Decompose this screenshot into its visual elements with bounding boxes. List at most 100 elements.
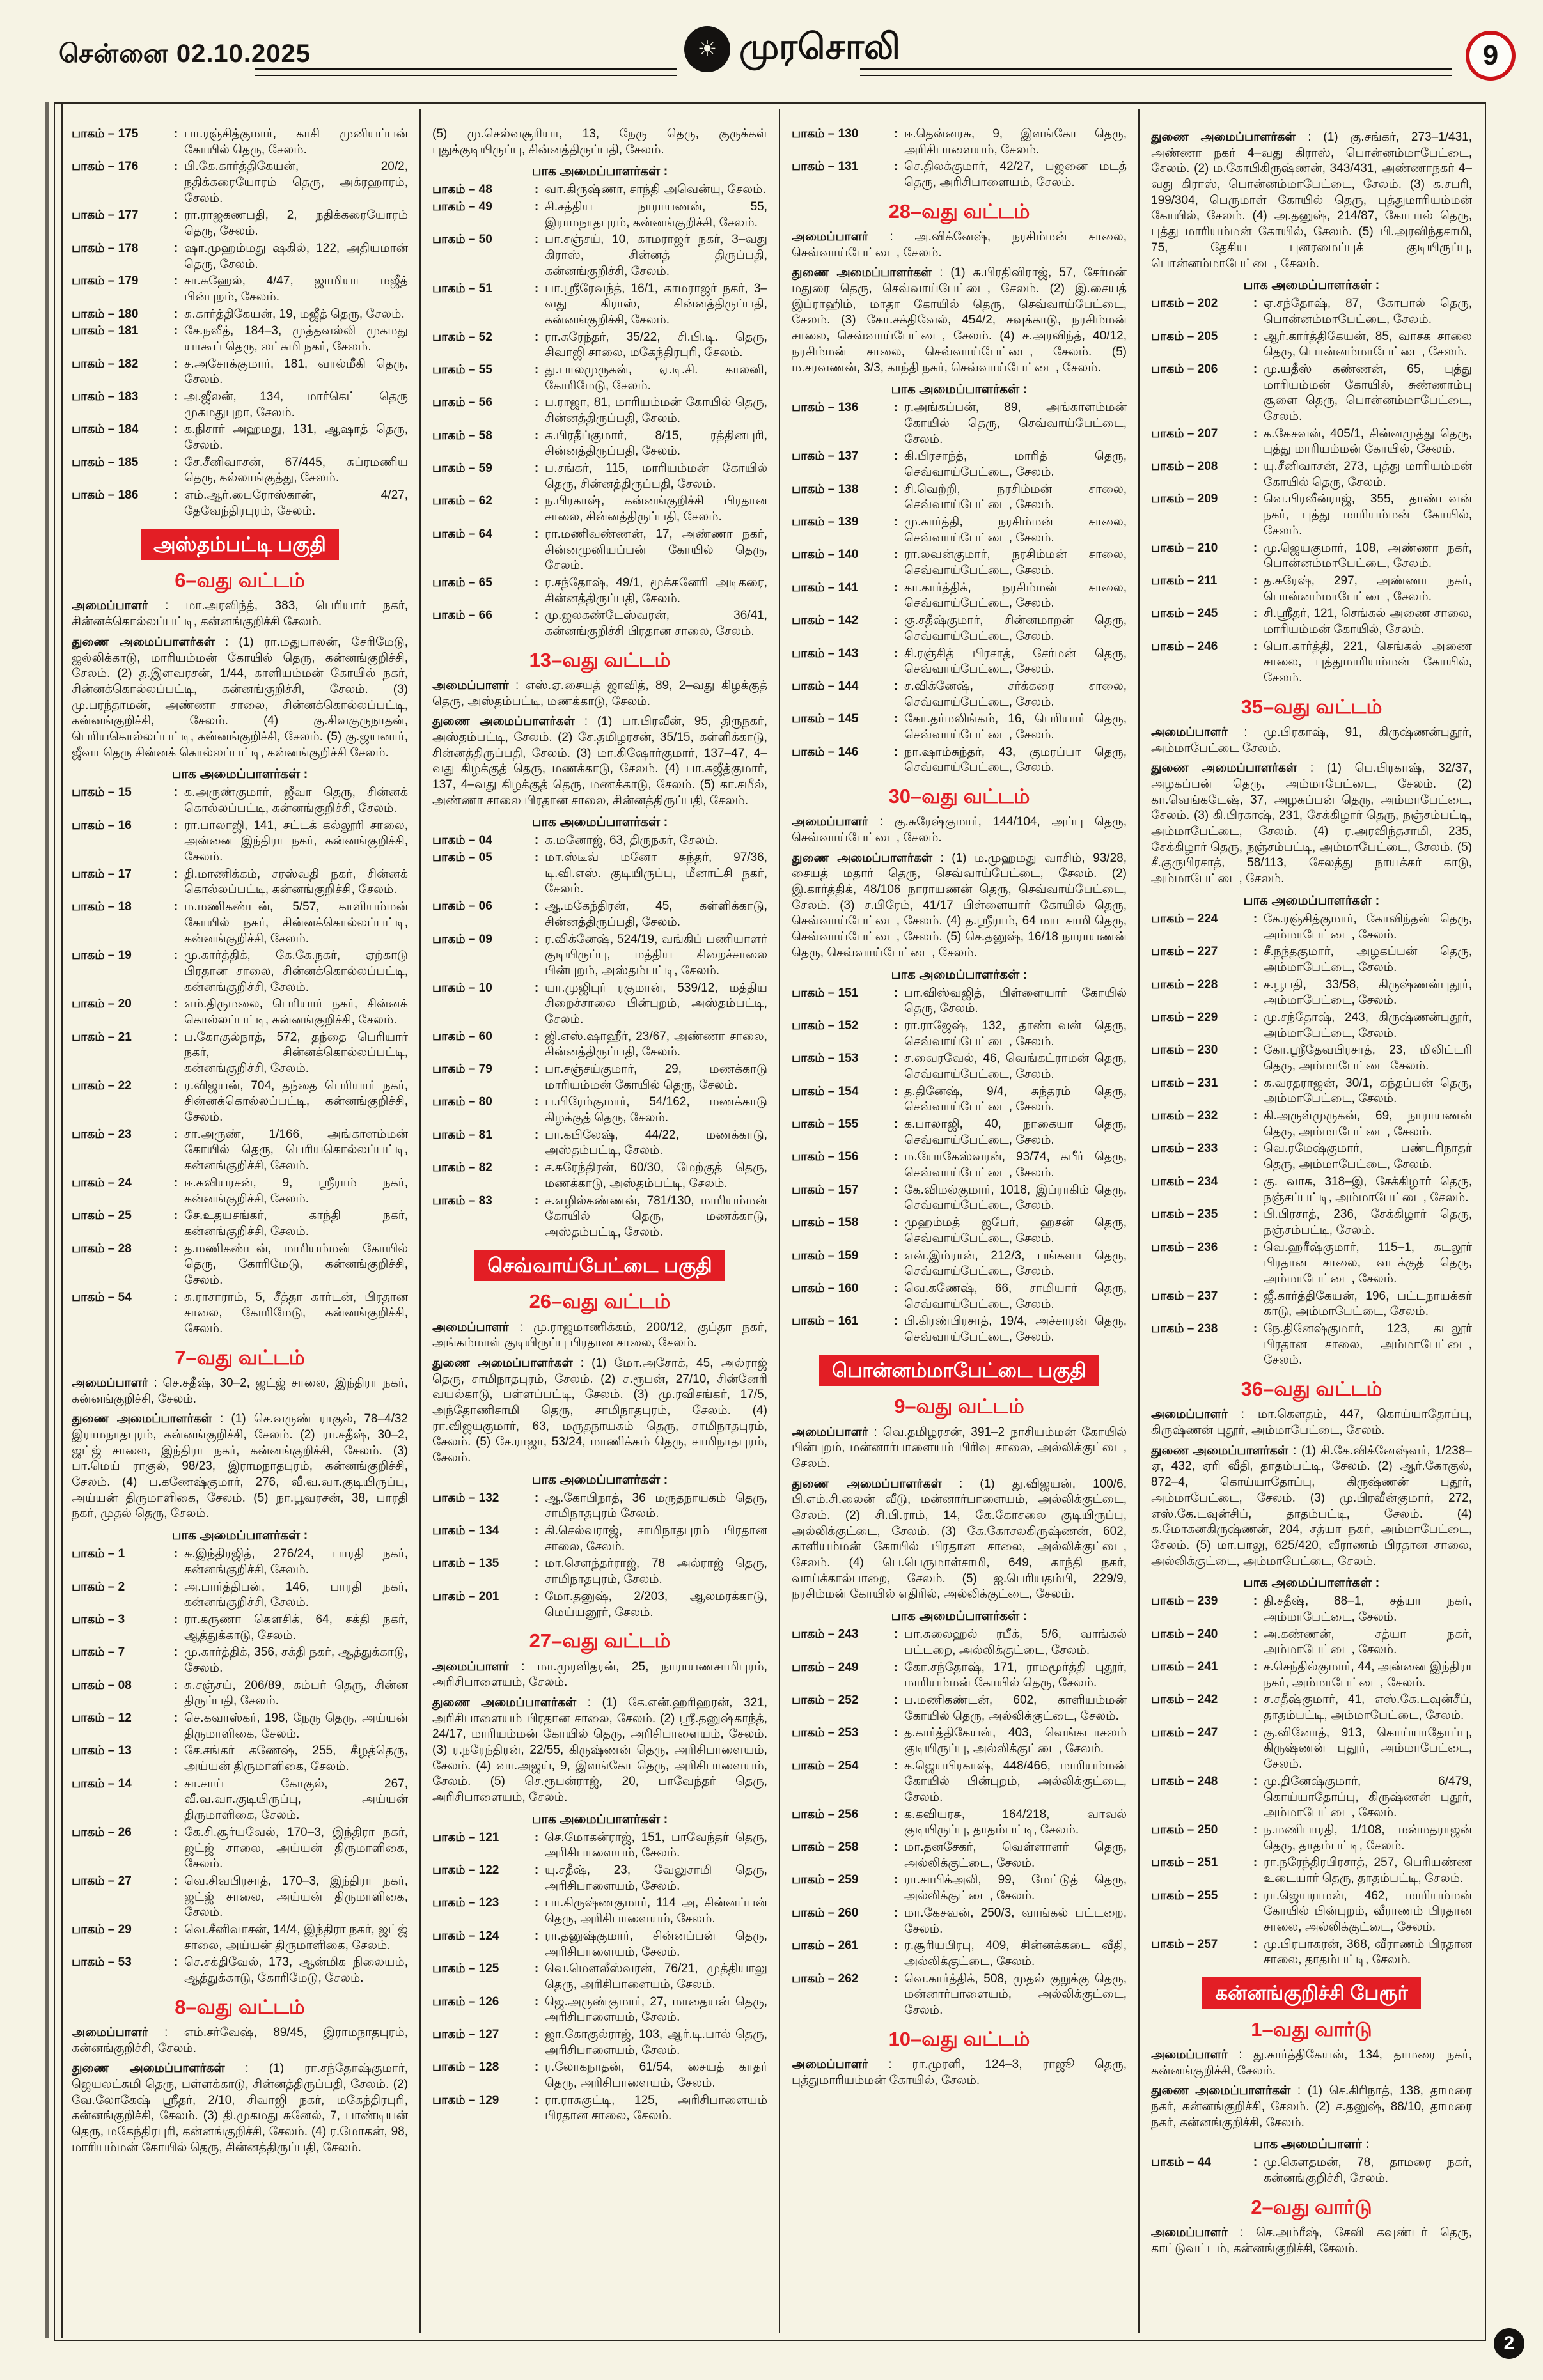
organizer-paragraph: துணை அமைப்பாளர்கள் : (1) ரா.மதுபாலன், சே… [72, 635, 408, 759]
booth-entry: பாகம் – 255: ரா.ஜெயராமன், 462, மாரியம்மன்… [1151, 1888, 1472, 1936]
colon-separator: : [893, 160, 898, 174]
colon-separator: : [1253, 1043, 1258, 1057]
booth-organizer-text: த.சுரேஷ், 297, அண்ணா நகர், பொன்னம்மாபேட்… [1264, 573, 1472, 603]
booth-entry: பாகம் – 182: ச.அசோக்குமார், 181, வால்மீகி… [72, 357, 408, 388]
booth-number: பாகம் – 242 [1151, 1693, 1218, 1707]
colon-separator: : [534, 1029, 539, 1043]
booth-number: பாகம் – 240 [1151, 1627, 1218, 1641]
column-2: (5) மு.செல்வசூரியா, 13, நேரு தெரு, குருக… [432, 125, 767, 2324]
colon-separator: : [1253, 329, 1258, 343]
booth-organizer-text: மு.கார்த்தி, நரசிம்மன் சாலை, செவ்வாய்பேட… [904, 515, 1127, 545]
booth-number: பாகம் – 257 [1151, 1937, 1218, 1951]
booth-entry: பாகம் – 179: சா.சுஹேல், 4/47, ஜாமியா மஜீத… [72, 274, 408, 305]
booth-number: பாகம் – 59 [432, 462, 492, 476]
booth-entry: பாகம் – 227: சீ.நந்தகுமார், அழகப்பன் தெரு… [1151, 944, 1472, 976]
booth-entry: பாகம் – 50: பா.சஞ்சய், 10, காமராஜர் நகர்,… [432, 232, 767, 279]
booth-organizer-text: ரா.நரேந்திரபிரசாத், 257, பெரியண்ண உடையார… [1264, 1856, 1472, 1885]
booth-organizer-text: து.பாலமுருகன், ஏ.டி.சி. காலனி, கோரிமேடு,… [545, 362, 767, 393]
colon-separator: : [1253, 639, 1258, 653]
booth-organizer-text: ரா.கருணா கௌசிக், 64, சக்தி நகர், ஆத்துக்… [184, 1612, 408, 1642]
ward-heading: 2–வது வார்டு [1251, 2195, 1372, 2218]
booth-organizer-text: எம்.ஆர்.பைரோஸ்கான், 4/27, தேவேந்திரபுரம்… [184, 488, 408, 518]
booth-organizer-text: பா.கபிலேஷ், 44/22, மணக்காடு, அஸ்தம்பட்டி… [545, 1128, 767, 1158]
colon-separator: : [893, 1759, 898, 1773]
organizer-paragraph: அமைப்பாளர் : மு.பிரகாஷ், 91, கிருஷ்ணன்பு… [1151, 725, 1472, 755]
booth-organizer-text: செ.மோகன்ராஜ், 151, பாவேந்தர் தெரு, அரிசி… [545, 1830, 767, 1860]
booth-number: பாகம் – 29 [72, 1922, 132, 1936]
booth-number: பாகம் – 179 [72, 274, 139, 288]
booth-entry: பாகம் – 154: த.தினேஷ், 9/4, சுந்தரம் தெரு… [792, 1084, 1127, 1116]
booth-entry: பாகம் – 152: ரா.ராஜேஷ், 132, தாண்டவன் தெர… [792, 1018, 1127, 1050]
booth-entry: பாகம் – 205: ஆர்.கார்த்திகேயன், 85, வாசக … [1151, 329, 1472, 361]
booth-number: பாகம் – 27 [72, 1874, 132, 1888]
booth-organizer-text: சே.உதயசங்கர், காந்தி நகர், கன்னங்குறிச்ச… [184, 1209, 408, 1238]
booth-entry: பாகம் – 202: ஏ.சந்தோஷ், 87, கோபால் தெரு, … [1151, 296, 1472, 327]
ward-heading: 7–வது வட்டம் [175, 1346, 305, 1369]
colon-separator: : [173, 1078, 178, 1093]
booth-entry: பாகம் – 158: முஹம்மத் ஜபேர், ஹசன் தெரு, ச… [792, 1215, 1127, 1247]
colon-separator: : [534, 1161, 539, 1175]
subsection-label: பாக அமைப்பாளர்கள் : [891, 382, 1028, 397]
booth-organizer-text: அ.பார்த்திபன், 146, பாரதி நகர், கன்னங்கு… [184, 1580, 408, 1610]
booth-number: பாகம் – 207 [1151, 426, 1218, 440]
booth-number: பாகம் – 202 [1151, 297, 1218, 311]
booth-number: பாகம் – 51 [432, 281, 492, 295]
booth-entry: பாகம் – 262: வெ.கார்த்திக், 508, முதல் கு… [792, 1972, 1127, 2019]
booth-number: பாகம் – 231 [1151, 1076, 1218, 1090]
colon-separator: : [893, 745, 898, 759]
colon-separator: : [173, 160, 178, 174]
colon-separator: : [173, 241, 178, 255]
booth-entry: பாகம் – 184: க.நிசார் அஹமது, 131, ஆஷாத் த… [72, 422, 408, 453]
booth-entry: பாகம் – 230: கோ.ஸ்ரீதேவபிரசாத், 23, மிலிட… [1151, 1043, 1472, 1074]
booth-number: பாகம் – 14 [72, 1777, 132, 1791]
colon-separator: : [893, 1873, 898, 1887]
colon-separator: : [534, 1194, 539, 1208]
booth-number: பாகம் – 3 [72, 1612, 125, 1626]
subsection-label: பாக அமைப்பாளர்கள் : [531, 815, 668, 830]
colon-separator: : [534, 2093, 539, 2107]
colon-separator: : [893, 1018, 898, 1032]
booth-number: பாகம் – 134 [432, 1524, 499, 1538]
booth-number: பாகம் – 247 [1151, 1725, 1218, 1739]
colon-separator: : [534, 1995, 539, 2009]
colon-separator: : [534, 932, 539, 946]
organizer-paragraph: அமைப்பாளர் : செ.அம்ரீஷ், சேவி கவுண்டர் த… [1151, 2226, 1472, 2255]
booth-entry: பாகம் – 247: கு.வினோத், 913, கொய்யாதோப்பு… [1151, 1725, 1472, 1773]
booth-number: பாகம் – 186 [72, 488, 139, 502]
booth-number: பாகம் – 16 [72, 818, 132, 832]
booth-organizer-text: மு.கார்த்திக், 356, சக்தி நகர், ஆத்துக்க… [184, 1645, 408, 1675]
booth-entry: பாகம் – 79: பா.சஞ்சய்குமார், 29, மணக்காடு… [432, 1062, 767, 1093]
organizer-role-label: துணை அமைப்பாளர்கள் [1151, 761, 1310, 775]
colon-separator: : [1253, 426, 1258, 440]
booth-organizer-text: மா.ஸ்டீவ் மனோ சுந்தர், 97/36, டி.வி.எஸ்.… [545, 851, 767, 896]
booth-number: பாகம் – 234 [1151, 1174, 1218, 1188]
organizer-paragraph: துணை அமைப்பாளர்கள் : (1) கு.சங்கர், 273–… [1151, 130, 1472, 270]
booth-number: பாகம் – 146 [792, 745, 859, 759]
booth-number: பாகம் – 144 [792, 679, 859, 693]
booth-organizer-text: சி.சத்திய நாராயணன், 55, இராமநாதபுரம், கன… [545, 200, 767, 229]
colon-separator: : [1253, 297, 1258, 311]
booth-number: பாகம் – 155 [792, 1117, 859, 1132]
colon-separator: : [173, 307, 178, 321]
colon-separator: : [534, 981, 539, 995]
colon-separator: : [173, 324, 178, 338]
booth-entry: பாகம் – 09: ர.விக்னேஷ், 524/19, வங்கிப் ப… [432, 932, 767, 979]
organizer-role-label: துணை அமைப்பாளர்கள் [1151, 2084, 1297, 2098]
organizer-role-label: அமைப்பாளர் [432, 1320, 520, 1334]
booth-entry: பாகம் – 83: ச.எழில்கண்ணன், 781/130, மாரிய… [432, 1194, 767, 1241]
booth-number: பாகம் – 208 [1151, 460, 1218, 474]
column-divider-1 [419, 109, 421, 2333]
booth-number: பாகம் – 135 [432, 1557, 499, 1571]
colon-separator: : [534, 609, 539, 623]
page-number-badge: 9 [1466, 31, 1516, 81]
booth-number: பாகம் – 141 [792, 580, 859, 595]
colon-separator: : [534, 494, 539, 508]
colon-separator: : [173, 1825, 178, 1839]
colon-separator: : [173, 867, 178, 881]
booth-entry: பாகம் – 229: மு.சந்தோஷ், 243, கிருஷ்ணன்பு… [1151, 1010, 1472, 1041]
booth-entry: பாகம் – 129: ரா.ராசுகுட்டி, 125, அரிசிபாள… [432, 2093, 767, 2124]
booth-number: பாகம் – 60 [432, 1029, 492, 1043]
colon-separator: : [1253, 1660, 1258, 1674]
colon-separator: : [534, 899, 539, 914]
booth-organizer-text: பா.சஞ்சய்குமார், 29, மணக்காடு மாரியம்மன்… [545, 1062, 767, 1092]
